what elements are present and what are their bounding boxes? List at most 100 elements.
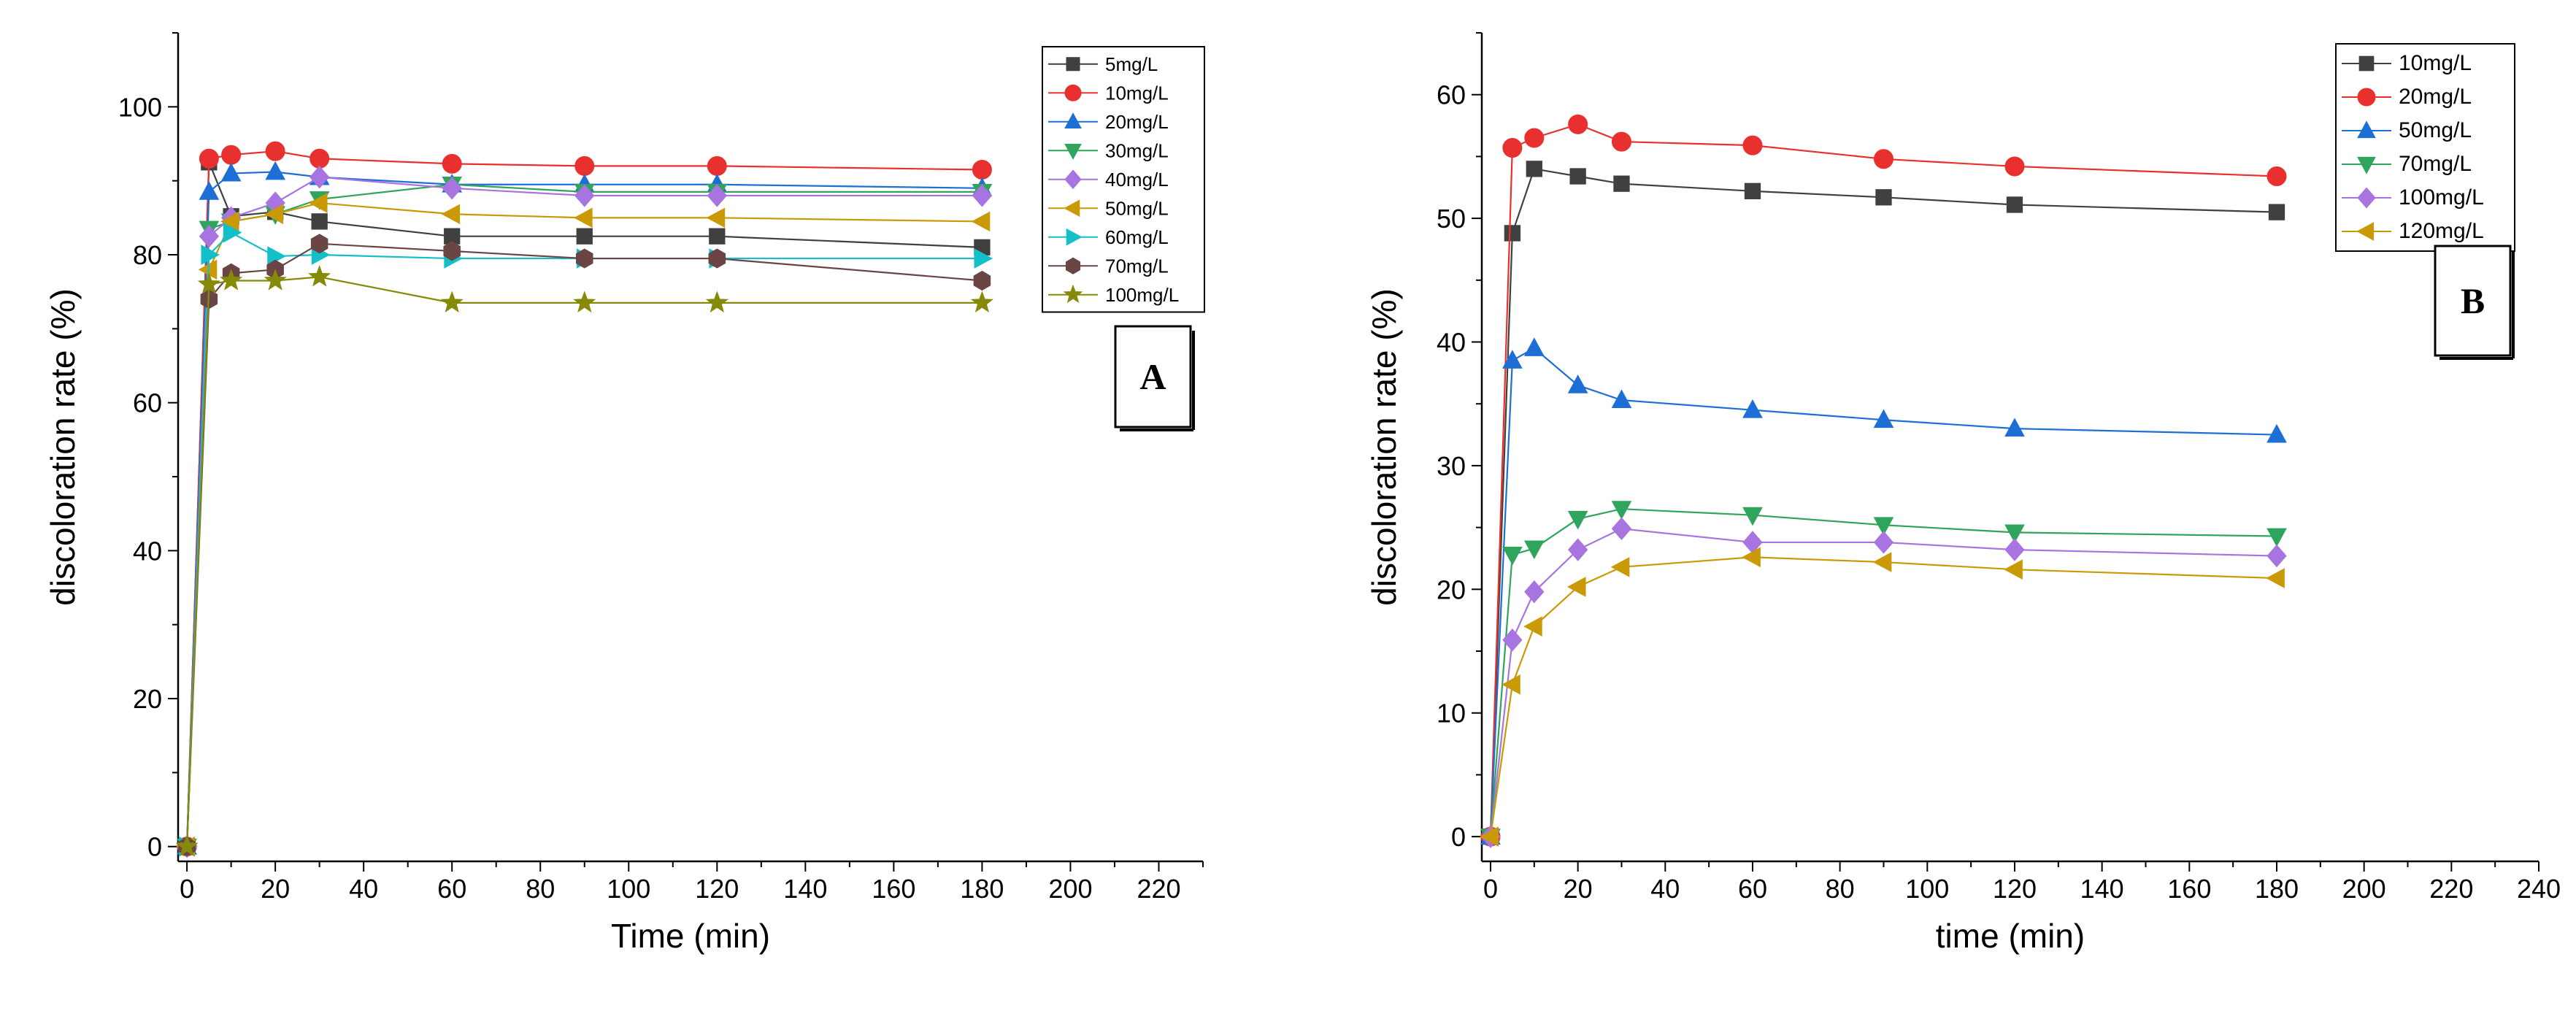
y-tick-label: 0 — [147, 832, 162, 862]
legend: 10mg/L 20mg/L 50mg/L 70mg/L 100mg/L 120mg/L — [2335, 43, 2515, 252]
data-point — [2004, 559, 2023, 580]
data-point — [2004, 156, 2025, 177]
series-70mg/L — [1480, 501, 2287, 847]
data-point — [1566, 577, 1586, 597]
series-line — [186, 183, 983, 847]
legend-label: 30mg/L — [1105, 139, 1169, 161]
data-point — [1567, 510, 1588, 530]
data-point — [2267, 528, 2287, 547]
legend-marker — [1064, 199, 1080, 218]
data-point — [199, 224, 220, 248]
data-point — [1504, 225, 1521, 242]
legend-label: 70mg/L — [1105, 255, 1169, 277]
data-point — [705, 291, 728, 313]
x-tick-label: 200 — [2342, 874, 2386, 904]
data-point — [1526, 161, 1542, 177]
data-point — [442, 177, 462, 200]
data-point — [576, 248, 593, 269]
legend-label: 60mg/L — [1105, 226, 1169, 248]
x-tick-label: 0 — [1483, 874, 1498, 904]
legend-marker — [1064, 143, 1082, 160]
data-point — [440, 291, 464, 313]
data-point — [974, 248, 993, 269]
series-line — [186, 171, 983, 847]
data-point — [443, 241, 461, 261]
panel-letter: A — [1139, 356, 1166, 397]
x-tick-label: 220 — [2429, 874, 2473, 904]
legend-marker — [2357, 187, 2376, 209]
series-line — [1489, 168, 2277, 837]
data-point — [308, 265, 331, 287]
series-line — [186, 231, 983, 847]
y-tick-label: 100 — [118, 92, 162, 122]
x-tick-label: 180 — [960, 874, 1004, 904]
data-point — [1502, 674, 1520, 695]
data-point — [308, 193, 328, 213]
series-10mg/L — [1482, 161, 2285, 845]
data-point — [706, 207, 726, 228]
data-point — [1744, 182, 1761, 199]
legend-label: 50mg/L — [2399, 118, 2472, 142]
data-point — [223, 222, 242, 243]
data-point — [1742, 399, 1763, 418]
y-tick-label: 50 — [1437, 204, 1466, 234]
data-point — [2268, 204, 2285, 220]
y-tick-label: 20 — [133, 684, 162, 714]
data-point — [973, 270, 991, 291]
data-point — [1611, 389, 1632, 409]
legend-label: 40mg/L — [1105, 169, 1169, 191]
x-tick-label: 0 — [180, 874, 194, 904]
data-point — [1523, 540, 1545, 560]
series-line — [186, 276, 983, 847]
data-point — [1742, 135, 1763, 155]
series-line — [1489, 556, 2277, 837]
panel-label: B — [2434, 245, 2515, 360]
legend-label: 50mg/L — [1105, 197, 1169, 219]
legend-marker — [1064, 112, 1082, 129]
y-axis-label: discoloration rate (%) — [44, 288, 82, 606]
panel-letter: B — [2461, 280, 2485, 321]
data-point — [707, 184, 727, 207]
data-point — [971, 211, 991, 232]
data-point — [311, 213, 328, 230]
legend-marker — [1064, 169, 1082, 190]
panel-label: A — [1114, 325, 1195, 431]
data-point — [970, 291, 994, 313]
legend-marker — [2358, 55, 2375, 72]
legend-label: 120mg/L — [2399, 219, 2484, 243]
data-point — [199, 148, 219, 169]
x-tick-label: 140 — [2080, 874, 2124, 904]
data-point — [574, 184, 595, 207]
series-100mg/L — [175, 265, 994, 856]
legend-label: 10mg/L — [1105, 82, 1169, 104]
legend-marker — [1064, 84, 1082, 101]
series-40mg/L — [177, 165, 993, 858]
legend-label: 100mg/L — [1105, 284, 1179, 306]
data-point — [972, 159, 992, 180]
data-point — [1742, 547, 1761, 568]
series-line — [1489, 123, 2277, 837]
legend-label: 100mg/L — [2399, 185, 2484, 209]
data-point — [1567, 538, 1588, 561]
series-50mg/L — [176, 193, 991, 857]
data-point — [1502, 138, 1523, 158]
data-point — [1523, 337, 1545, 356]
data-point — [1524, 128, 1545, 148]
legend-box — [2335, 43, 2515, 252]
data-point — [197, 272, 220, 294]
legend-marker — [1066, 228, 1083, 246]
y-tick-label: 40 — [1437, 328, 1466, 358]
legend-marker — [2357, 120, 2376, 139]
data-point — [1568, 114, 1588, 134]
x-tick-label: 160 — [2167, 874, 2211, 904]
data-point — [1567, 374, 1588, 393]
x-tick-label: 80 — [526, 874, 555, 904]
data-point — [1873, 517, 1894, 536]
data-point — [264, 204, 284, 225]
y-tick-label: 80 — [133, 240, 162, 270]
series-120mg/L — [1480, 547, 2285, 847]
data-point — [2004, 538, 2025, 561]
x-tick-label: 140 — [783, 874, 827, 904]
legend-marker — [1063, 284, 1083, 304]
data-point — [708, 248, 726, 269]
